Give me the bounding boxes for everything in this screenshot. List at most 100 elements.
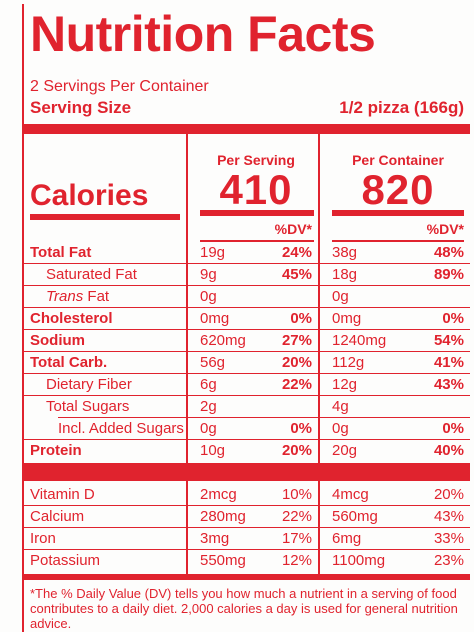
serving-amount: 6g	[200, 376, 217, 393]
serving-amount: 550mg	[200, 552, 246, 569]
row-divider	[24, 307, 470, 308]
nutrient-name: Sodium	[30, 332, 85, 349]
serving-amount: 2mcg	[200, 486, 237, 503]
serving-amount: 19g	[200, 244, 226, 261]
row-divider	[24, 263, 470, 264]
row-divider	[24, 549, 470, 550]
container-dv: 43%	[433, 376, 464, 393]
table-row: Trans Fat 0g 0g	[24, 286, 470, 308]
nutrition-facts-label: Nutrition Facts 2 Servings Per Container…	[22, 4, 470, 632]
serving-dv: 24%	[281, 244, 312, 261]
vitamin-name: Calcium	[30, 508, 85, 525]
table-row: Total Carb. 56g 20% 112g 41%	[24, 352, 470, 374]
serving-dv: 45%	[281, 266, 312, 283]
trans-fat-suffix: Fat	[83, 288, 110, 305]
serving-size-value: 1/2 pizza (166g)	[339, 98, 464, 117]
container-dv: 48%	[433, 244, 464, 261]
serving-dv: 0%	[290, 310, 312, 327]
container-amount: 38g	[332, 244, 358, 261]
row-divider	[24, 395, 470, 396]
table-row: Saturated Fat 9g 45% 18g 89%	[24, 264, 470, 286]
container-dv: 41%	[433, 354, 464, 371]
container-amount: 20g	[332, 442, 358, 459]
container-amount: 112g	[332, 354, 365, 371]
row-divider	[24, 329, 470, 330]
container-dv: 54%	[433, 332, 464, 349]
serving-amount: 3mg	[200, 530, 230, 547]
table-row: Calcium 280mg 22% 560mg 43%	[24, 506, 470, 528]
nutrient-name: Dietary Fiber	[46, 376, 132, 393]
calories-rule-container	[332, 210, 464, 216]
row-divider	[24, 439, 470, 440]
table-row: Cholesterol 0mg 0% 0mg 0%	[24, 308, 470, 330]
serving-amount: 9g	[200, 266, 217, 283]
row-divider	[24, 505, 470, 506]
vitamin-name: Iron	[30, 530, 56, 547]
container-amount: 12g	[332, 376, 358, 393]
calories-per-serving: 410	[219, 166, 293, 213]
serving-dv: 12%	[281, 552, 312, 569]
vitamin-name: Potassium	[30, 552, 101, 569]
serving-dv: 22%	[281, 508, 312, 525]
per-serving-header: Per Serving	[217, 152, 295, 168]
serving-dv: 27%	[281, 332, 312, 349]
dv-rule-serving	[200, 240, 314, 242]
container-dv: 0%	[442, 420, 464, 437]
nutrient-name: Total Sugars	[46, 398, 130, 415]
nutrient-name: Protein	[30, 442, 82, 459]
per-container-header: Per Container	[352, 152, 444, 168]
nutrient-name: Saturated Fat	[46, 266, 137, 283]
vitamin-divider-bar	[24, 463, 470, 481]
container-dv: 40%	[433, 442, 464, 459]
top-divider-bar	[24, 124, 470, 134]
calories-per-container: 820	[361, 166, 435, 213]
serving-amount: 56g	[200, 354, 226, 371]
serving-size-label: Serving Size	[30, 98, 132, 117]
dv-rule-container	[332, 240, 464, 242]
container-amount: 0g	[332, 420, 349, 437]
container-amount: 18g	[332, 266, 358, 283]
serving-amount: 0g	[200, 420, 217, 437]
table-row: Protein 10g 20% 20g 40%	[24, 440, 470, 462]
table-row: Dietary Fiber 6g 22% 12g 43%	[24, 374, 470, 396]
row-divider	[24, 373, 470, 374]
container-amount: 560mg	[332, 508, 378, 525]
trans-italic: Trans	[46, 288, 84, 305]
serving-amount: 0mg	[200, 310, 230, 327]
nutrient-name: Cholesterol	[30, 310, 113, 327]
footnote-divider-bar	[24, 574, 470, 580]
container-amount: 0mg	[332, 310, 362, 327]
nutrient-name: Trans Fat	[46, 288, 109, 306]
container-amount: 1100mg	[332, 552, 386, 569]
serving-dv: 0%	[290, 420, 312, 437]
servings-per-container: 2 Servings Per Container	[30, 78, 209, 95]
row-divider	[24, 285, 470, 286]
container-amount: 4g	[332, 398, 349, 415]
row-divider	[58, 417, 470, 418]
serving-dv: 10%	[281, 486, 312, 503]
calories-rule-serving	[200, 210, 314, 216]
container-dv: 43%	[433, 508, 464, 525]
table-row: Sodium 620mg 27% 1240mg 54%	[24, 330, 470, 352]
container-dv: 89%	[433, 266, 464, 283]
nutrient-name: Incl. Added Sugars	[58, 420, 184, 437]
table-row: Total Sugars 2g 4g	[24, 396, 470, 418]
row-divider	[24, 351, 470, 352]
serving-amount: 620mg	[200, 332, 246, 349]
dv-header-container: %DV*	[426, 221, 464, 237]
serving-dv: 17%	[281, 530, 312, 547]
calories-rule-left	[30, 214, 180, 220]
row-divider	[24, 527, 470, 528]
container-amount: 4mcg	[332, 486, 369, 503]
serving-dv: 20%	[281, 354, 312, 371]
nutrient-name: Total Carb.	[30, 354, 108, 371]
table-row: Incl. Added Sugars 0g 0% 0g 0%	[24, 418, 470, 440]
calories-label: Calories	[30, 179, 149, 212]
container-dv: 23%	[433, 552, 464, 569]
table-row: Potassium 550mg 12% 1100mg 23%	[24, 550, 470, 572]
column-divider-right	[318, 134, 320, 574]
serving-amount: 280mg	[200, 508, 246, 525]
container-amount: 6mg	[332, 530, 362, 547]
daily-value-footnote: *The % Daily Value (DV) tells you how mu…	[30, 586, 458, 631]
table-row: Total Fat 19g 24% 38g 48%	[24, 242, 470, 264]
